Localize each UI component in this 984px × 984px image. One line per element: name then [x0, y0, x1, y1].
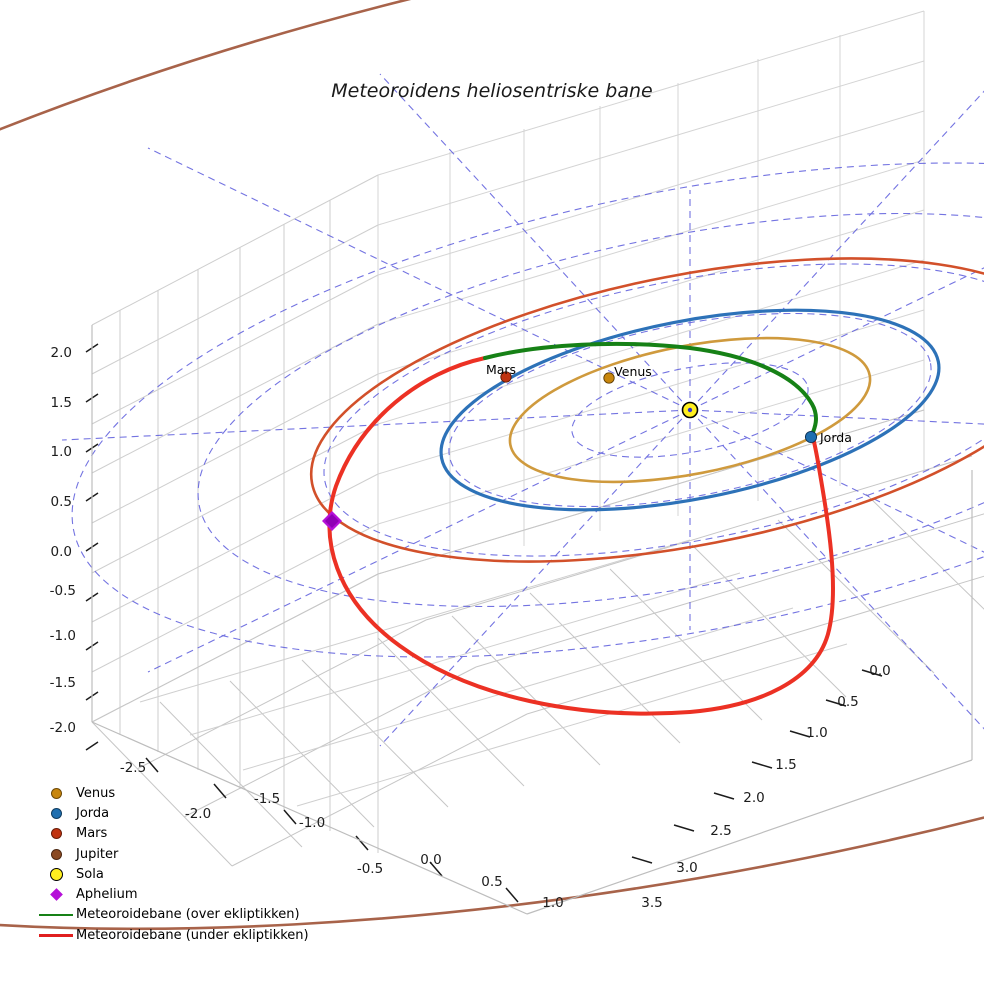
chart-title: Meteoroidens heliosentriske bane — [331, 80, 652, 102]
meteoroid-orbit-below — [327, 356, 836, 716]
legend-item[interactable]: Mars — [36, 824, 309, 844]
z-tick: 0.0 — [51, 544, 72, 560]
legend-item[interactable]: Aphelium — [36, 884, 309, 904]
x-tick: -2.0 — [185, 806, 211, 822]
y-tick: 1.0 — [806, 725, 827, 741]
y-tick: 3.5 — [641, 895, 662, 911]
y-tick: 2.5 — [710, 823, 731, 839]
legend-item-label: Mars — [76, 826, 108, 842]
aphelium-marker — [322, 511, 342, 531]
x-tick: -0.5 — [357, 861, 383, 877]
legend-item[interactable]: Jorda — [36, 803, 309, 823]
mars-point-label: Mars — [486, 362, 516, 377]
jorda-marker-icon — [36, 803, 76, 823]
x-tick: -2.5 — [120, 760, 146, 776]
legend-item-label: Meteoroidebane (under ekliptikken) — [76, 927, 309, 943]
z-tick: 0.5 — [51, 494, 72, 510]
x-tick: 0.0 — [420, 852, 441, 868]
x-tick: 1.0 — [542, 895, 563, 911]
green-line-icon — [36, 905, 76, 925]
y-tick: 0.0 — [869, 663, 890, 679]
z-tick: -1.0 — [50, 628, 76, 644]
mars-marker-icon — [36, 824, 76, 844]
z-tick: -2.0 — [50, 720, 76, 736]
legend-item[interactable]: Sola — [36, 864, 309, 884]
venus-point-label: Venus — [614, 364, 652, 379]
legend-item[interactable]: Meteoroidebane (over ekliptikken) — [36, 905, 309, 925]
sola-marker-icon — [36, 864, 76, 884]
legend-item-label: Jorda — [76, 805, 110, 821]
sola-marker — [681, 401, 699, 419]
legend-item[interactable]: Jupiter — [36, 844, 309, 864]
z-tick: 1.0 — [51, 444, 72, 460]
y-tick: 3.0 — [676, 860, 697, 876]
z-tick: 2.0 — [51, 345, 72, 361]
box-grid-floor — [91, 409, 984, 867]
x-tick-labels: -2.5 -2.0 -1.5 -1.0 -0.5 0.0 0.5 1.0 — [120, 760, 564, 911]
box-grid-floor-rows — [139, 539, 848, 807]
z-tick: -1.5 — [50, 675, 76, 691]
legend-item[interactable]: Meteoroidebane (under ekliptikken) — [36, 925, 309, 945]
polar-grid — [61, 73, 984, 747]
x-tick: 0.5 — [481, 874, 502, 890]
mars-marker — [500, 371, 512, 383]
z-tick: 1.5 — [51, 395, 72, 411]
x-tick: -1.5 — [254, 791, 280, 807]
red-line-icon — [36, 925, 76, 945]
jorda-orbit — [439, 308, 941, 512]
y-tick: 0.5 — [837, 694, 858, 710]
legend-item-label: Aphelium — [76, 887, 138, 903]
y-tick: 2.0 — [743, 790, 764, 806]
x-tick: -1.0 — [299, 815, 325, 831]
y-tick: 1.5 — [775, 757, 796, 773]
venus-marker — [603, 372, 615, 384]
legend-item-label: Meteoroidebane (over ekliptikken) — [76, 907, 300, 923]
mars-orbit — [309, 257, 984, 563]
legend: Venus Jorda Mars Jupiter Sola Aphelium Meteoro… — [36, 783, 309, 945]
legend-item-label: Sola — [76, 866, 104, 882]
legend-item-label: Venus — [76, 785, 116, 801]
jorda-point-label: Jorda — [819, 430, 852, 445]
z-tick-labels: 2.0 1.5 1.0 0.5 0.0 -0.5 -1.0 -1.5 -2.0 — [50, 345, 76, 736]
venus-marker-icon — [36, 783, 76, 803]
legend-item-label: Jupiter — [76, 846, 119, 862]
axis-edges — [91, 325, 973, 915]
jorda-marker — [804, 430, 818, 444]
z-tick: -0.5 — [50, 583, 76, 599]
y-tick-labels: 0.0 0.5 1.0 1.5 2.0 2.5 3.0 3.5 — [641, 663, 890, 911]
meteoroid-orbit-above — [483, 341, 818, 439]
legend-item[interactable]: Venus — [36, 783, 309, 803]
aphelium-marker-icon — [36, 885, 76, 905]
jupiter-marker-icon — [36, 844, 76, 864]
